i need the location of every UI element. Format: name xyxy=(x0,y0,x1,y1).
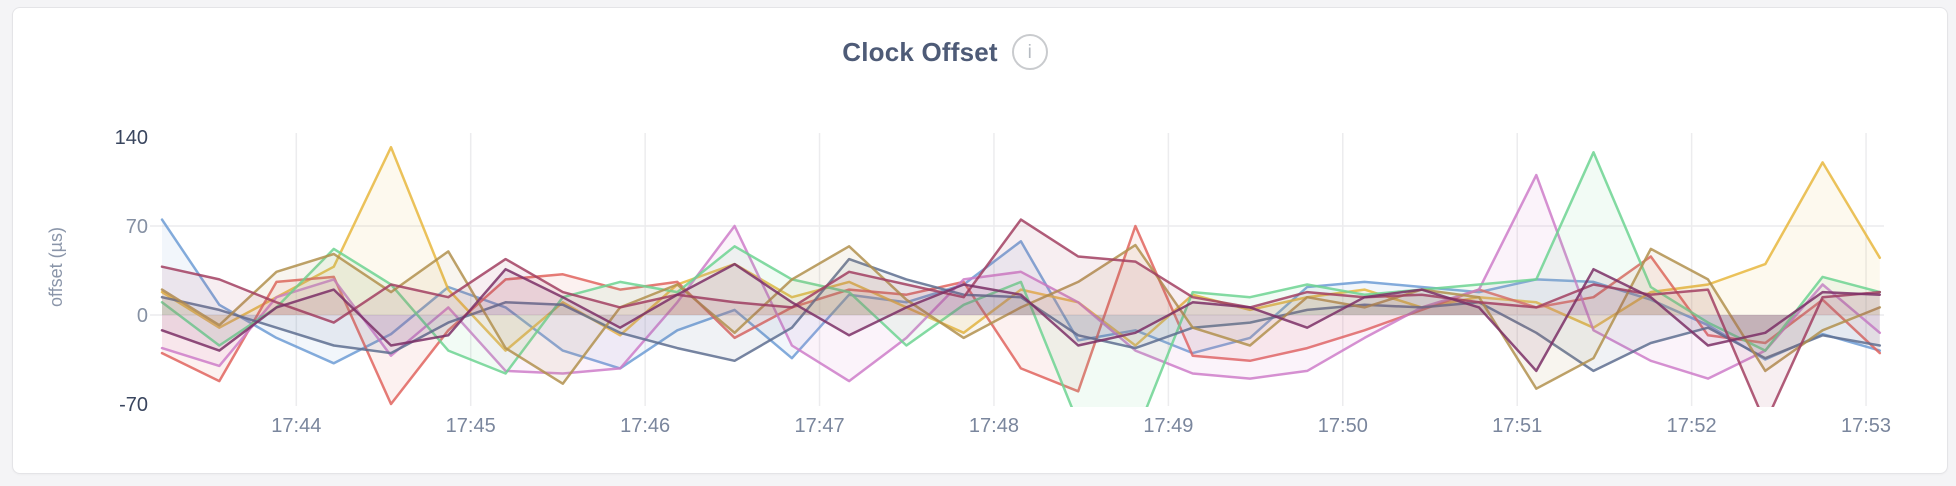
series-group xyxy=(160,145,1882,407)
series-line-6 xyxy=(160,257,1882,373)
x-tick-label: 17:48 xyxy=(969,415,1019,437)
y-tick-label: 0 xyxy=(137,305,148,327)
x-tick-label: 17:49 xyxy=(1143,415,1193,437)
x-tick-label: 17:47 xyxy=(795,415,845,437)
series-area-9 xyxy=(162,264,1880,371)
y-tick-label: 140 xyxy=(115,127,148,149)
series-line-9 xyxy=(160,262,1882,373)
x-tick-label: 17:46 xyxy=(620,415,670,437)
chart-title: Clock Offset xyxy=(842,36,998,67)
series-line-5 xyxy=(160,151,1882,407)
series-line-8 xyxy=(160,218,1882,407)
series-area-4 xyxy=(162,175,1880,382)
chart-card: Clock Offset i xyxy=(12,7,1948,474)
x-tick-label: 17:50 xyxy=(1318,415,1368,437)
y-tick-label: 70 xyxy=(126,216,148,238)
series-line-4 xyxy=(160,173,1882,383)
chart-header: Clock Offset i xyxy=(13,34,1947,70)
series-area-8 xyxy=(162,219,1880,407)
x-tick-label: 17:45 xyxy=(446,415,496,437)
y-tick-label: -70 xyxy=(119,394,148,416)
series-area-7 xyxy=(162,245,1880,389)
series-line-7 xyxy=(160,243,1882,390)
info-icon[interactable]: i xyxy=(1011,34,1048,70)
y-axis-label: offset (µs) xyxy=(46,227,66,307)
x-tick-label: 17:53 xyxy=(1841,415,1891,437)
series-area-3 xyxy=(162,226,1880,404)
series-line-3 xyxy=(160,224,1882,406)
x-tick-label: 17:44 xyxy=(271,415,321,437)
series-area-6 xyxy=(162,259,1880,371)
x-tick-label: 17:52 xyxy=(1667,415,1717,437)
x-tick-label: 17:51 xyxy=(1492,415,1542,437)
chart-plot-area[interactable] xyxy=(150,126,1886,407)
series-area-2 xyxy=(162,147,1880,351)
